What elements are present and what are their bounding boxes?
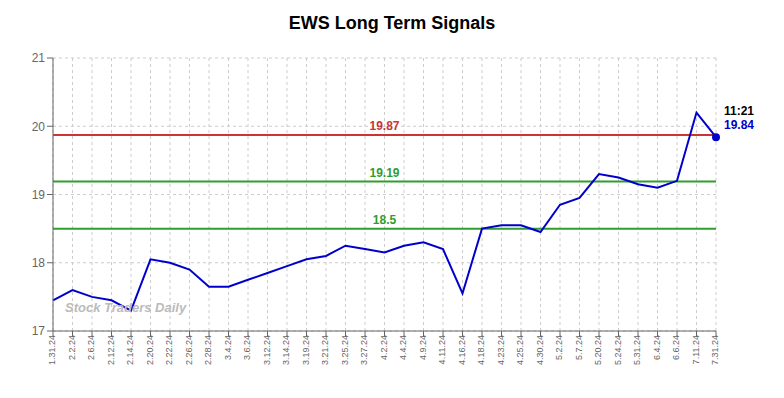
html-text:EWS Long Term Signals: EWS Long Term Signals bbox=[288, 13, 496, 33]
svg-text:5.7.24: 5.7.24 bbox=[574, 335, 584, 360]
svg-text:3.25.24: 3.25.24 bbox=[340, 335, 350, 365]
svg-text:6.4.24: 6.4.24 bbox=[652, 335, 662, 360]
html-text:Stock Traders Daily: Stock Traders Daily bbox=[65, 300, 187, 315]
svg-text:4.16.24: 4.16.24 bbox=[457, 335, 467, 365]
svg-text:4.2.24: 4.2.24 bbox=[379, 335, 389, 360]
svg-text:3.6.24: 3.6.24 bbox=[242, 335, 252, 360]
svg-text:4.30.24: 4.30.24 bbox=[535, 335, 545, 365]
svg-text:5.2.24: 5.2.24 bbox=[554, 335, 564, 360]
svg-text:5.31.24: 5.31.24 bbox=[632, 335, 642, 365]
svg-text:7.31.24: 7.31.24 bbox=[710, 335, 720, 365]
svg-text:2.6.24: 2.6.24 bbox=[86, 335, 96, 360]
svg-text:5.20.24: 5.20.24 bbox=[593, 335, 603, 365]
svg-text:19.19: 19.19 bbox=[369, 166, 399, 180]
svg-text:3.4.24: 3.4.24 bbox=[223, 335, 233, 360]
svg-text:5.24.24: 5.24.24 bbox=[613, 335, 623, 365]
svg-text:4.18.24: 4.18.24 bbox=[476, 335, 486, 365]
svg-text:4.11.24: 4.11.24 bbox=[437, 335, 447, 364]
svg-text:11:21: 11:21 bbox=[724, 104, 754, 118]
svg-text:2.28.24: 2.28.24 bbox=[203, 335, 213, 365]
svg-text:17: 17 bbox=[32, 324, 46, 338]
svg-text:2.20.24: 2.20.24 bbox=[145, 335, 155, 365]
svg-text:18: 18 bbox=[32, 256, 46, 270]
svg-text:2.12.24: 2.12.24 bbox=[106, 335, 116, 365]
svg-text:19.84: 19.84 bbox=[724, 118, 754, 132]
svg-text:4.4.24: 4.4.24 bbox=[398, 335, 408, 360]
svg-text:1.31.24: 1.31.24 bbox=[47, 335, 57, 365]
svg-text:19: 19 bbox=[32, 188, 46, 202]
svg-text:18.5: 18.5 bbox=[373, 213, 397, 227]
svg-text:2.2.24: 2.2.24 bbox=[67, 335, 77, 360]
svg-text:2.14.24: 2.14.24 bbox=[125, 335, 135, 365]
svg-text:3.12.24: 3.12.24 bbox=[262, 335, 272, 365]
svg-text:3.21.24: 3.21.24 bbox=[320, 335, 330, 365]
svg-text:3.14.24: 3.14.24 bbox=[281, 335, 291, 365]
svg-text:2.26.24: 2.26.24 bbox=[184, 335, 194, 365]
svg-text:3.19.24: 3.19.24 bbox=[301, 335, 311, 365]
svg-text:4.9.24: 4.9.24 bbox=[418, 335, 428, 360]
svg-text:6.6.24: 6.6.24 bbox=[671, 335, 681, 360]
svg-text:21: 21 bbox=[32, 51, 46, 65]
svg-text:3.27.24: 3.27.24 bbox=[359, 335, 369, 365]
svg-text:7.11.24: 7.11.24 bbox=[691, 335, 701, 364]
svg-text:4.23.24: 4.23.24 bbox=[496, 335, 506, 365]
svg-text:4.25.24: 4.25.24 bbox=[515, 335, 525, 365]
svg-text:2.22.24: 2.22.24 bbox=[164, 335, 174, 365]
svg-text:20: 20 bbox=[32, 120, 46, 134]
svg-text:19.87: 19.87 bbox=[369, 119, 399, 133]
